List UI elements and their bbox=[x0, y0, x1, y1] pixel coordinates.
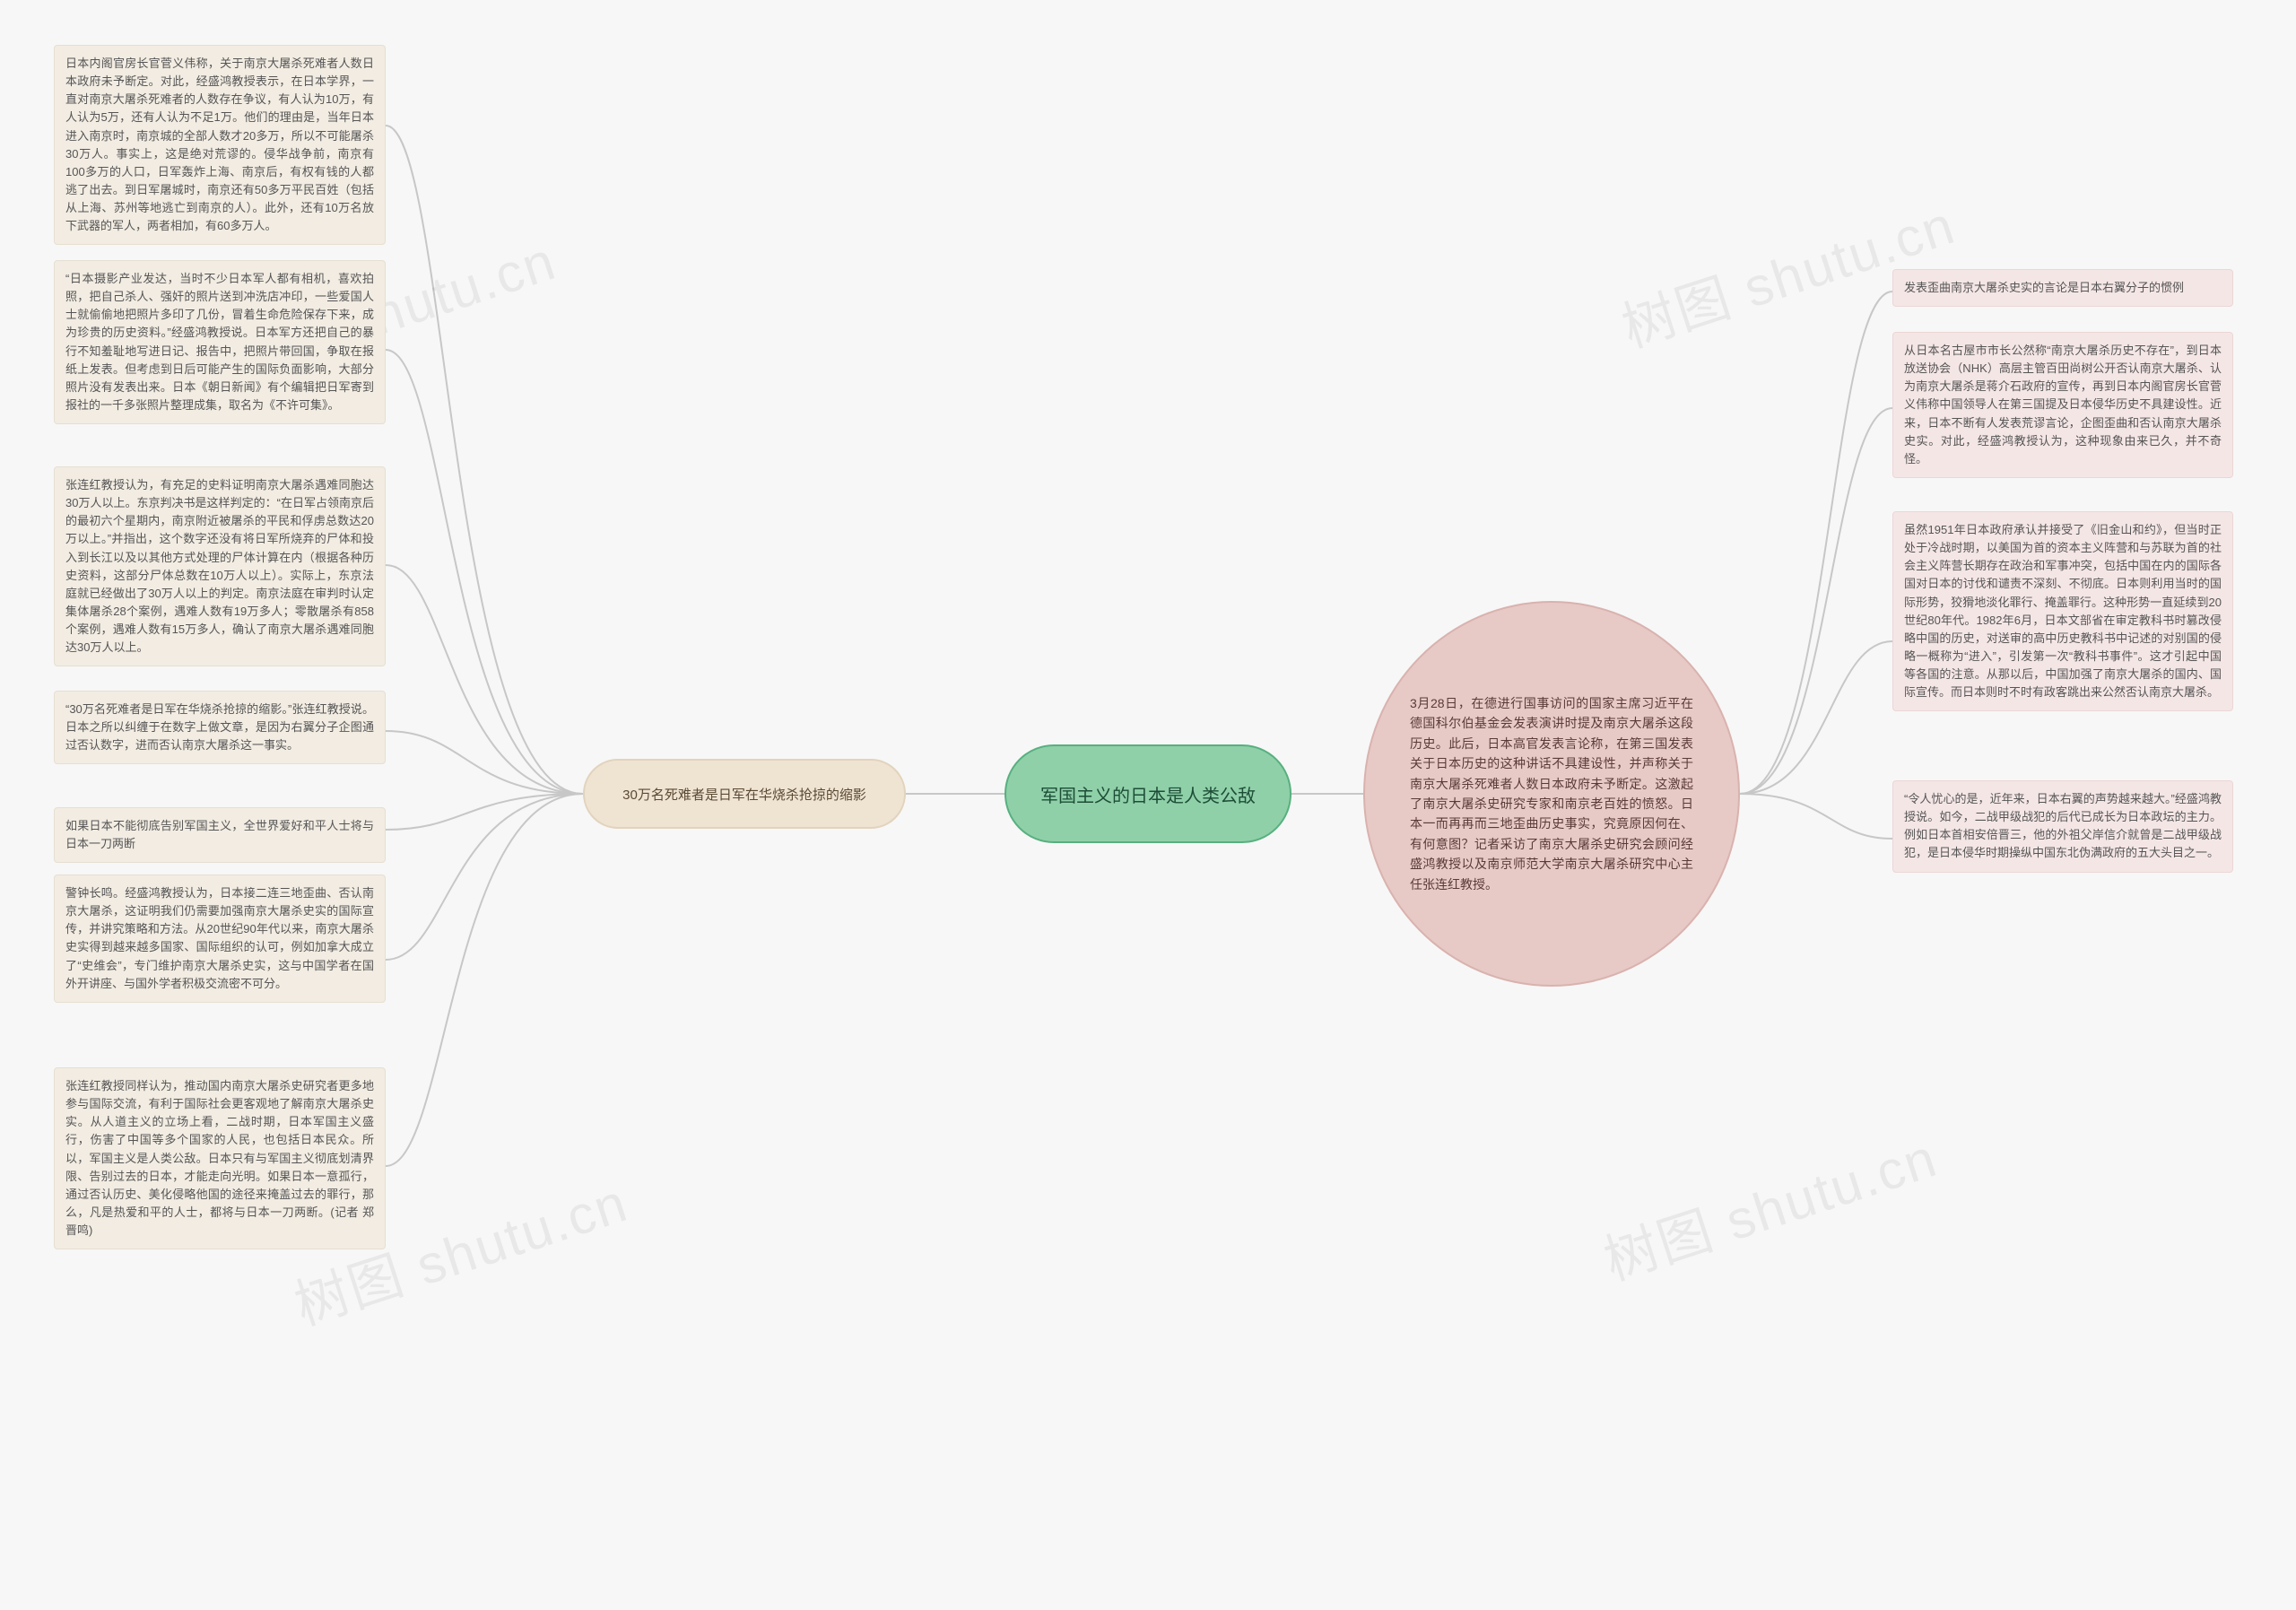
right-note[interactable]: “令人忧心的是，近年来，日本右翼的声势越来越大。”经盛鸿教授说。如今，二战甲级战… bbox=[1892, 780, 2233, 873]
right-note[interactable]: 从日本名古屋市市长公然称“南京大屠杀历史不存在”，到日本放送协会（NHK）高层主… bbox=[1892, 332, 2233, 478]
left-note[interactable]: 警钟长鸣。经盛鸿教授认为，日本接二连三地歪曲、否认南京大屠杀，这证明我们仍需要加… bbox=[54, 875, 386, 1003]
watermark: 树图 shutu.cn bbox=[1593, 1115, 1946, 1296]
left-branch-label: 30万名死难者是日军在华烧杀抢掠的缩影 bbox=[622, 785, 866, 804]
right-branch-label: 3月28日，在德进行国事访问的国家主席习近平在德国科尔伯基金会发表演讲时提及南京… bbox=[1410, 693, 1693, 894]
root-node-label: 军国主义的日本是人类公敌 bbox=[1040, 781, 1256, 807]
left-note[interactable]: “日本摄影产业发达，当时不少日本军人都有相机，喜欢拍照，把自己杀人、强奸的照片送… bbox=[54, 260, 386, 424]
right-note[interactable]: 发表歪曲南京大屠杀史实的言论是日本右翼分子的惯例 bbox=[1892, 269, 2233, 307]
root-node[interactable]: 军国主义的日本是人类公敌 bbox=[1004, 744, 1292, 843]
left-branch-node[interactable]: 30万名死难者是日军在华烧杀抢掠的缩影 bbox=[583, 759, 906, 829]
right-note[interactable]: 虽然1951年日本政府承认并接受了《旧金山和约》，但当时正处于冷战时期，以美国为… bbox=[1892, 511, 2233, 711]
left-note[interactable]: 张连红教授同样认为，推动国内南京大屠杀史研究者更多地参与国际交流，有利于国际社会… bbox=[54, 1067, 386, 1249]
left-note[interactable]: 日本内阁官房长官菅义伟称，关于南京大屠杀死难者人数日本政府未予断定。对此，经盛鸿… bbox=[54, 45, 386, 245]
left-note[interactable]: 如果日本不能彻底告别军国主义，全世界爱好和平人士将与日本一刀两断 bbox=[54, 807, 386, 863]
right-branch-node[interactable]: 3月28日，在德进行国事访问的国家主席习近平在德国科尔伯基金会发表演讲时提及南京… bbox=[1363, 601, 1740, 987]
left-note[interactable]: “30万名死难者是日军在华烧杀抢掠的缩影。”张连红教授说。日本之所以纠缠于在数字… bbox=[54, 691, 386, 764]
left-note[interactable]: 张连红教授认为，有充足的史料证明南京大屠杀遇难同胞达30万人以上。东京判决书是这… bbox=[54, 466, 386, 666]
